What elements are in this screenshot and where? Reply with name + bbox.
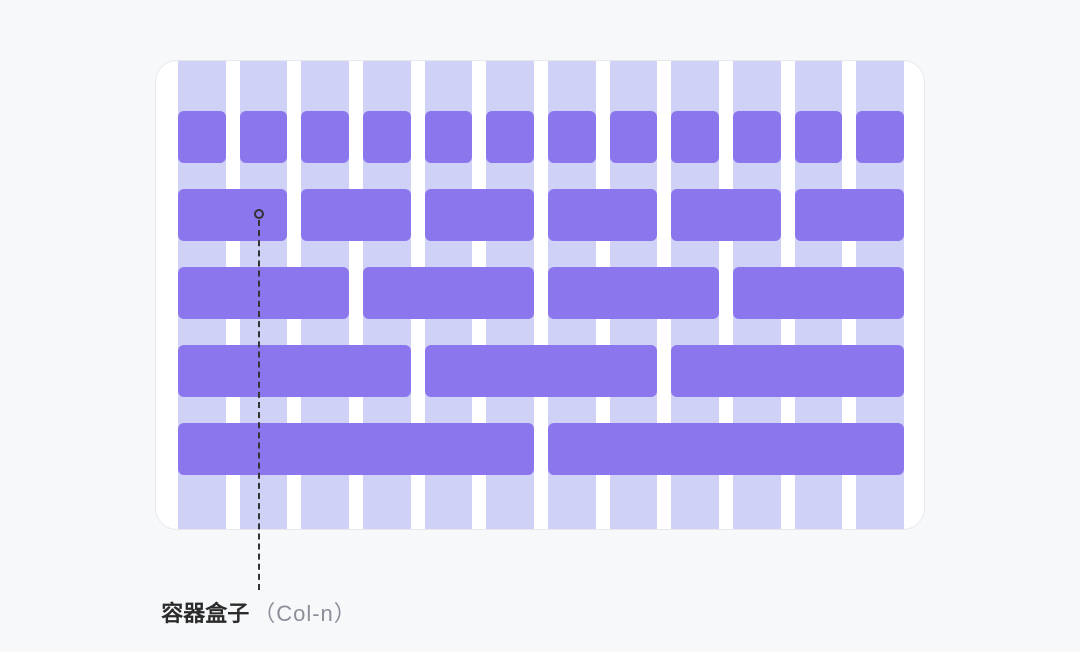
col-box: [548, 267, 719, 319]
annotation-label-paren: （Col-n）: [253, 601, 357, 626]
col-box: [425, 189, 534, 241]
col-box: [671, 345, 904, 397]
col-box: [671, 111, 719, 163]
grid-row: [156, 423, 924, 475]
col-box: [795, 189, 904, 241]
col-box: [610, 111, 658, 163]
annotation-label: 容器盒子（Col-n）: [161, 596, 357, 628]
col-box: [671, 189, 780, 241]
col-box: [178, 189, 287, 241]
grid-row: [156, 111, 924, 163]
col-box: [486, 111, 534, 163]
grid-row: [156, 267, 924, 319]
grid-row: [156, 345, 924, 397]
rows-layer: [156, 61, 924, 529]
col-box: [240, 111, 288, 163]
grid-row: [156, 189, 924, 241]
col-box: [363, 111, 411, 163]
col-box: [795, 111, 843, 163]
col-box: [548, 111, 596, 163]
col-box: [178, 423, 534, 475]
col-box: [178, 345, 411, 397]
col-box: [301, 189, 410, 241]
col-box: [548, 423, 904, 475]
grid-frame: [155, 60, 925, 530]
col-box: [178, 111, 226, 163]
col-box: [425, 345, 658, 397]
col-box: [856, 111, 904, 163]
col-box: [363, 267, 534, 319]
col-box: [178, 267, 349, 319]
col-box: [548, 189, 657, 241]
col-box: [733, 267, 904, 319]
col-box: [425, 111, 473, 163]
annotation-label-bold: 容器盒子: [161, 601, 249, 626]
col-box: [301, 111, 349, 163]
col-box: [733, 111, 781, 163]
